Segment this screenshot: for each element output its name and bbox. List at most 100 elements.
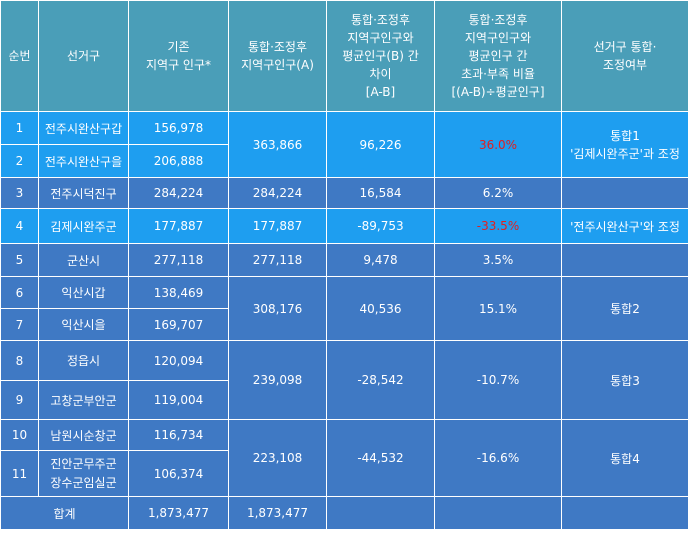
group-merged-population: 223,108 [228, 419, 327, 497]
header-diff-line1: 통합·조정후 [350, 13, 410, 27]
group-ratio: 15.1% [434, 276, 562, 341]
row-no: 2 [0, 144, 39, 178]
row-district: 김제시완주군 [38, 208, 129, 244]
row-no: 11 [0, 450, 39, 497]
group-status [561, 243, 689, 277]
row-district: 남원시순창군 [38, 419, 129, 451]
header-merged-line1: 통합·조정후 [247, 40, 307, 54]
group-ratio: 3.5% [434, 243, 562, 277]
header-ratio: 통합·조정후 지역구인구와 평균인구 간 초과·부족 비율 [(A-B)÷평균인… [434, 0, 562, 112]
group-status-line1: 통합1 [610, 128, 640, 143]
header-status-line2: 조정여부 [602, 58, 648, 72]
header-population-line2: 지역구 인구* [145, 58, 211, 72]
header-no: 순번 [0, 0, 39, 112]
total-difference [326, 496, 435, 530]
row-population: 119,004 [128, 380, 229, 420]
row-district: 익산시갑 [38, 276, 129, 309]
row-district: 군산시 [38, 243, 129, 277]
row-no: 10 [0, 419, 39, 451]
row-district-line2: 장수군임실군 [50, 475, 117, 490]
group-ratio: -33.5% [434, 208, 562, 244]
group-difference: -28,542 [326, 340, 435, 420]
group-merged-population: 363,866 [228, 111, 327, 178]
group-merged-population: 177,887 [228, 208, 327, 244]
header-status-line1: 선거구 통합· [593, 40, 657, 54]
group-ratio: -10.7% [434, 340, 562, 420]
total-status [561, 496, 689, 530]
total-row: 합계 1,873,477 1,873,477 [0, 496, 689, 530]
row-no: 5 [0, 243, 39, 277]
table-row: 4 김제시완주군 177,887 177,887 -89,753 -33.5% … [0, 208, 689, 244]
group-ratio: 36.0% [434, 111, 562, 178]
row-no: 1 [0, 111, 39, 145]
row-population: 106,374 [128, 450, 229, 497]
total-population: 1,873,477 [128, 496, 229, 530]
row-no: 6 [0, 276, 39, 309]
row-population: 177,887 [128, 208, 229, 244]
row-population: 156,978 [128, 111, 229, 145]
group-merged-population: 239,098 [228, 340, 327, 420]
row-population: 277,118 [128, 243, 229, 277]
header-diff-line2: 지역구인구와 [347, 31, 414, 45]
row-population: 120,094 [128, 340, 229, 381]
group-status [561, 177, 689, 209]
group-status: 통합3 [561, 340, 689, 420]
table-row: 1 전주시완산구갑 156,978 363,866 96,226 36.0% 통… [0, 111, 689, 178]
table-row: 10 남원시순창군 116,734 223,108 -44,532 -16.6%… [0, 419, 689, 497]
group-ratio: -16.6% [434, 419, 562, 497]
header-population-line1: 기존 [167, 40, 190, 54]
group-difference: -44,532 [326, 419, 435, 497]
table-row: 5 군산시 277,118 277,118 9,478 3.5% [0, 243, 689, 277]
header-population: 기존 지역구 인구* [128, 0, 229, 112]
row-district: 진안군무주군 장수군임실군 [38, 450, 129, 497]
group-merged-population: 277,118 [228, 243, 327, 277]
total-label: 합계 [0, 496, 129, 530]
header-status: 선거구 통합· 조정여부 [561, 0, 689, 112]
header-ratio-line1: 통합·조정후 [468, 13, 528, 27]
header-merged-population: 통합·조정후 지역구인구(A) [228, 0, 327, 112]
group-difference: 16,584 [326, 177, 435, 209]
group-merged-population: 308,176 [228, 276, 327, 341]
table-row: 11 진안군무주군 장수군임실군 106,374 [0, 450, 689, 497]
row-district: 익산시을 [38, 308, 129, 341]
group-status: 통합4 [561, 419, 689, 497]
row-district-line1: 진안군무주군 [50, 456, 117, 471]
group-difference: 40,536 [326, 276, 435, 341]
table-row: 6 익산시갑 138,469 308,176 40,536 15.1% 통합2 [0, 276, 689, 341]
group-difference: 9,478 [326, 243, 435, 277]
row-population: 284,224 [128, 177, 229, 209]
row-population: 116,734 [128, 419, 229, 451]
header-difference: 통합·조정후 지역구인구와 평균인구(B) 간 차이 [A-B] [326, 0, 435, 112]
row-district: 전주시완산구을 [38, 144, 129, 178]
group-status: '전주시완산구'와 조정 [561, 208, 689, 244]
row-no: 7 [0, 308, 39, 341]
group-difference: 96,226 [326, 111, 435, 178]
group-merged-population: 284,224 [228, 177, 327, 209]
row-district: 정읍시 [38, 340, 129, 381]
row-district: 전주시덕진구 [38, 177, 129, 209]
header-ratio-line4: 초과·부족 비율 [461, 67, 535, 81]
row-district: 전주시완산구갑 [38, 111, 129, 145]
group-ratio: 6.2% [434, 177, 562, 209]
header-merged-line2: 지역구인구(A) [241, 58, 314, 72]
row-population: 206,888 [128, 144, 229, 178]
table-row: 2 전주시완산구을 206,888 [0, 144, 689, 178]
table-row: 9 고창군부안군 119,004 [0, 380, 689, 420]
total-ratio [434, 496, 562, 530]
table-row: 3 전주시덕진구 284,224 284,224 16,584 6.2% [0, 177, 689, 209]
header-district: 선거구 [38, 0, 129, 112]
group-status: 통합1 '김제시완주군'과 조정 [561, 111, 689, 178]
header-ratio-line5: [(A-B)÷평균인구] [451, 85, 545, 99]
header-diff-line3: 평균인구(B) 간 [342, 49, 419, 63]
group-difference: -89,753 [326, 208, 435, 244]
header-diff-line5: [A-B] [365, 85, 396, 99]
group-status-line2: '김제시완주군'과 조정 [570, 146, 680, 161]
row-no: 8 [0, 340, 39, 381]
header-ratio-line3: 평균인구 간 [468, 49, 528, 63]
row-district: 고창군부안군 [38, 380, 129, 420]
row-no: 3 [0, 177, 39, 209]
row-no: 9 [0, 380, 39, 420]
row-population: 169,707 [128, 308, 229, 341]
group-status: 통합2 [561, 276, 689, 341]
